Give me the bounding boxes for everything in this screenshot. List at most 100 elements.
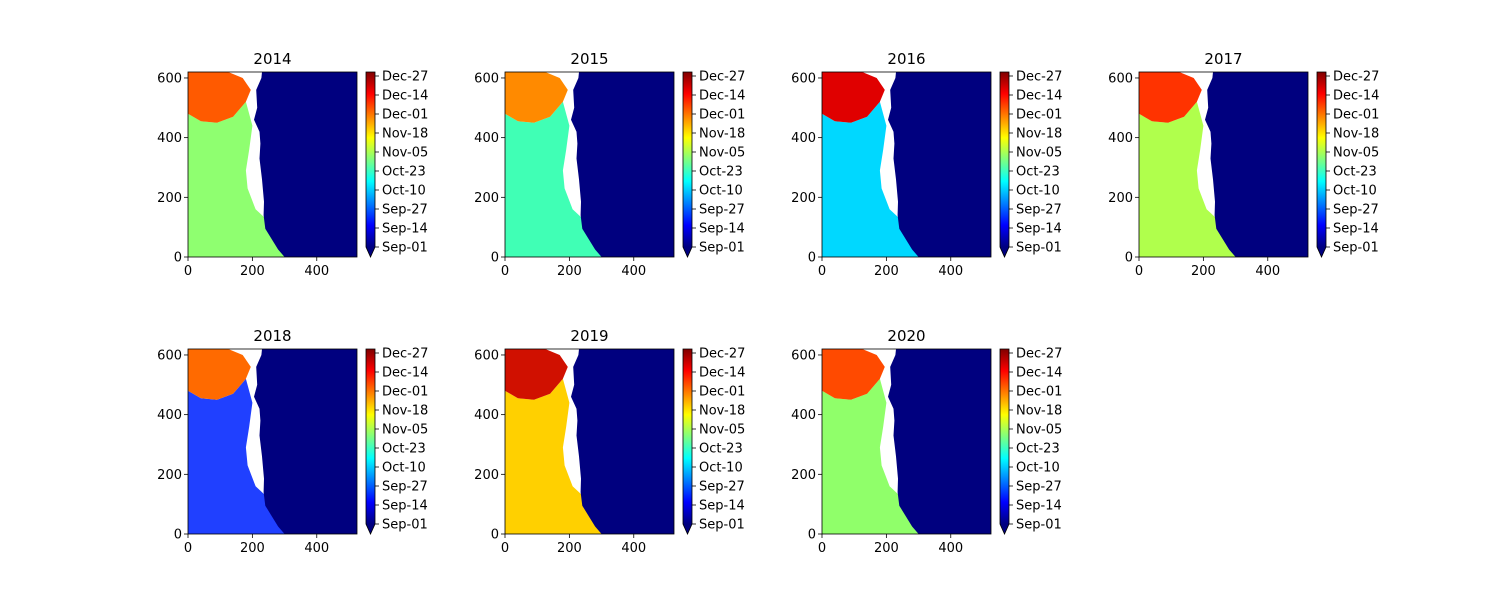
land-mask [571,349,674,534]
early-freeze-zone [822,378,929,534]
panel-2020: 2020 0 200 400 0 200 400 600 Dec-27 Dec-14 Dec-01 N… [791,327,1062,556]
colorbar-tick-label: Dec-01 [699,385,745,400]
y-tick-label: 200 [791,191,816,206]
land-mask [571,72,674,257]
panel-title: 2018 [253,327,291,345]
colorbar-tick-label: Sep-14 [1016,499,1062,514]
y-tick-label: 400 [157,131,182,146]
colorbar-tick-label: Sep-01 [699,518,745,533]
colorbar-tick-label: Nov-18 [382,404,428,419]
x-tick-label: 200 [874,264,899,279]
panel-2014: 2014 0 200 400 0 200 400 600 Dec-27 Dec-14 Dec-01 N… [157,50,428,279]
y-tick-label: 0 [808,251,816,266]
x-tick-label: 0 [184,264,192,279]
x-tick-label: 400 [938,264,963,279]
x-tick-label: 0 [501,541,509,556]
colorbar-tick-label: Nov-18 [1016,404,1062,419]
colorbar-gradient [366,72,375,247]
colorbar: Dec-27 Dec-14 Dec-01 Nov-18 Nov-05 Oct-23 Oct-… [365,347,428,535]
colorbar-extend-arrow [1000,247,1009,257]
colorbar: Dec-27 Dec-14 Dec-01 Nov-18 Nov-05 Oct-23 Oct-… [682,70,745,258]
colorbar-tick-label: Dec-01 [699,108,745,123]
colorbar-tick-label: Nov-05 [1333,146,1379,161]
colorbar: Dec-27 Dec-14 Dec-01 Nov-18 Nov-05 Oct-23 Oct-… [682,347,745,535]
colorbar-tick-label: Sep-01 [382,518,428,533]
panel-2016: 2016 0 200 400 0 200 400 600 Dec-27 Dec-14 Dec-01 N… [791,50,1062,279]
colorbar-extend-arrow [1000,524,1009,534]
colorbar-gradient [683,349,692,524]
colorbar-tick-label: Sep-01 [382,241,428,256]
x-tick-label: 0 [184,541,192,556]
early-freeze-zone [505,378,612,534]
colorbar-tick-label: Dec-14 [1333,89,1379,104]
y-tick-label: 200 [1108,191,1133,206]
colorbar-gradient [1317,72,1326,247]
colorbar-tick-label: Nov-05 [1016,146,1062,161]
x-tick-label: 0 [818,541,826,556]
panel-title: 2019 [570,327,608,345]
x-tick-label: 200 [240,264,265,279]
x-tick-label: 0 [818,264,826,279]
colorbar-tick-label: Sep-14 [382,222,428,237]
late-freeze-zone [188,72,251,123]
y-tick-label: 0 [491,528,499,543]
colorbar-frame [365,71,376,258]
y-tick-label: 600 [474,71,499,86]
early-freeze-zone [188,101,295,257]
panel-title: 2020 [887,327,925,345]
panel-title: 2016 [887,50,925,68]
colorbar: Dec-27 Dec-14 Dec-01 Nov-18 Nov-05 Oct-23 Oct-… [999,70,1062,258]
colorbar-extend-arrow [683,247,692,257]
x-tick-label: 200 [557,541,582,556]
x-tick-label: 400 [938,541,963,556]
colorbar-tick-label: Oct-10 [1333,184,1377,199]
y-tick-label: 0 [491,251,499,266]
x-tick-label: 400 [621,541,646,556]
colorbar-tick-label: Oct-10 [699,184,743,199]
colorbar-tick-label: Dec-27 [699,347,745,362]
colorbar-tick-label: Sep-01 [1016,518,1062,533]
colorbar-gradient [683,72,692,247]
colorbar-tick-label: Dec-14 [382,366,428,381]
axes-frame [821,71,992,258]
y-tick-label: 400 [157,408,182,423]
colorbar-gradient [366,349,375,524]
x-tick-label: 400 [304,264,329,279]
panel-2018: 2018 0 200 400 0 200 400 600 Dec-27 Dec-14 Dec-01 N… [157,327,428,556]
axes-frame [821,348,992,535]
colorbar-tick-label: Nov-05 [382,146,428,161]
colorbar-extend-arrow [366,247,375,257]
colorbar-tick-label: Sep-01 [1333,241,1379,256]
y-tick-label: 400 [474,131,499,146]
colorbar-tick-label: Dec-14 [382,89,428,104]
y-tick-label: 0 [174,528,182,543]
colorbar-tick-label: Dec-27 [1016,347,1062,362]
y-tick-label: 600 [157,71,182,86]
y-tick-label: 200 [791,468,816,483]
colorbar-tick-label: Dec-27 [699,70,745,85]
colorbar-tick-label: Oct-23 [382,165,426,180]
y-tick-label: 600 [791,71,816,86]
colorbar-tick-label: Dec-27 [1016,70,1062,85]
y-tick-label: 0 [174,251,182,266]
axes-frame [504,71,675,258]
colorbar-tick-label: Dec-01 [1016,385,1062,400]
colorbar-tick-label: Oct-23 [699,165,743,180]
colorbar-tick-label: Nov-18 [699,404,745,419]
colorbar-tick-label: Oct-10 [382,461,426,476]
colorbar-tick-label: Nov-05 [1016,423,1062,438]
y-tick-label: 400 [791,131,816,146]
x-tick-label: 200 [874,541,899,556]
land-mask [888,72,991,257]
colorbar-tick-label: Sep-27 [382,203,428,218]
panel-title: 2015 [570,50,608,68]
colorbar-tick-label: Nov-18 [1333,127,1379,142]
x-tick-label: 400 [1255,264,1280,279]
axes-frame [504,348,675,535]
land-mask [254,72,357,257]
colorbar-tick-label: Oct-23 [382,442,426,457]
late-freeze-zone [188,349,251,400]
axes-frame [1138,71,1309,258]
x-tick-label: 200 [557,264,582,279]
late-freeze-zone [822,349,885,400]
